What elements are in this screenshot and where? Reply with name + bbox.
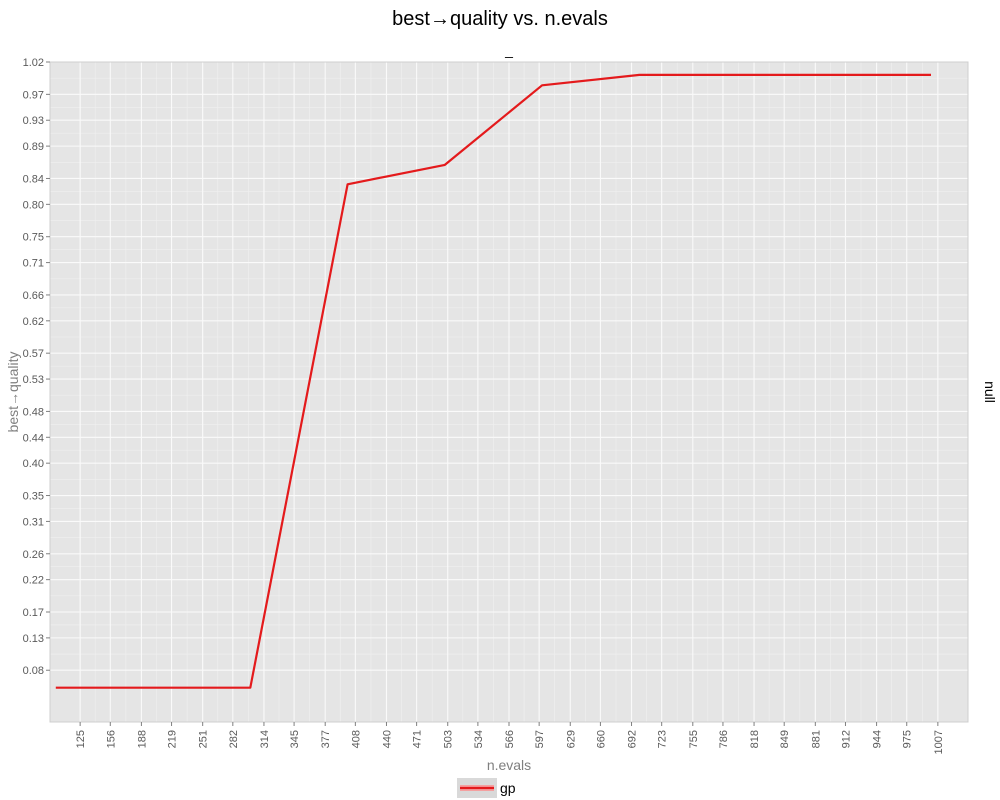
y-tick-label: 0.44 bbox=[23, 432, 44, 444]
x-tick-label: 282 bbox=[228, 730, 240, 748]
x-tick-label: 156 bbox=[105, 730, 117, 748]
x-tick-label: 975 bbox=[902, 730, 914, 748]
legend-label-gp: gp bbox=[500, 780, 516, 796]
x-tick-label: 723 bbox=[657, 730, 669, 748]
x-tick-label: 408 bbox=[350, 730, 362, 748]
legend: gp bbox=[457, 778, 516, 798]
x-axis-label: n.evals bbox=[487, 757, 531, 773]
grid-major bbox=[50, 61, 968, 722]
x-tick-label: 345 bbox=[289, 730, 301, 748]
x-tick-label: 471 bbox=[412, 730, 424, 748]
x-tick-label: 219 bbox=[167, 730, 179, 748]
y-tick-label: 0.89 bbox=[23, 141, 44, 153]
x-tick-label: 692 bbox=[627, 730, 639, 748]
y-tick-label: 0.26 bbox=[23, 549, 44, 561]
x-tick-label: 818 bbox=[749, 730, 761, 748]
x-tick-label: 881 bbox=[810, 730, 822, 748]
y-tick-label: 0.66 bbox=[23, 290, 44, 302]
y-tick-label: 0.84 bbox=[23, 173, 44, 185]
y-tick-label: 0.80 bbox=[23, 199, 44, 211]
x-tick-label: 125 bbox=[75, 730, 87, 748]
x-tick-label: 188 bbox=[136, 730, 148, 748]
y-tick-label: 0.13 bbox=[23, 633, 44, 645]
x-tick-label: 597 bbox=[534, 730, 546, 748]
y-axis: 0.08 0.13 0.17 0.22 0.26 0.31 0.35 0.40 0.44 0.48… bbox=[23, 57, 50, 677]
x-tick-label: 944 bbox=[872, 730, 884, 748]
x-tick-label: 440 bbox=[381, 730, 393, 748]
y-tick-label: 0.97 bbox=[23, 89, 44, 101]
y-tick-label: 1.02 bbox=[23, 57, 44, 69]
y-tick-label: 0.17 bbox=[23, 607, 44, 619]
y-tick-label: 0.75 bbox=[23, 232, 44, 244]
facet-strip-label: null bbox=[982, 381, 998, 403]
series-layer bbox=[55, 73, 931, 689]
x-tick-label: 314 bbox=[259, 730, 271, 748]
x-tick-label: 566 bbox=[504, 730, 516, 748]
y-tick-label: 0.31 bbox=[23, 516, 44, 528]
y-axis-label: best→quality bbox=[5, 352, 21, 433]
y-tick-label: 0.53 bbox=[23, 374, 44, 386]
chart-subtitle: _ bbox=[504, 42, 513, 58]
y-tick-label: 0.22 bbox=[23, 575, 44, 587]
x-tick-label: 912 bbox=[840, 730, 852, 748]
x-tick-label: 503 bbox=[443, 730, 455, 748]
x-tick-label: 786 bbox=[718, 730, 730, 748]
chart-title: best→quality vs. n.evals bbox=[392, 8, 608, 30]
x-tick-label: 660 bbox=[595, 730, 607, 748]
x-tick-label: 534 bbox=[473, 730, 485, 748]
y-tick-label: 0.40 bbox=[23, 458, 44, 470]
x-tick-label: 755 bbox=[688, 730, 700, 748]
y-tick-label: 0.93 bbox=[23, 115, 44, 127]
y-tick-label: 0.35 bbox=[23, 491, 44, 503]
x-axis: 125 156 188 219 251 282 314 345 377 408 440 471 503 5… bbox=[75, 722, 945, 754]
series-line-gp bbox=[55, 73, 931, 689]
x-tick-label: 377 bbox=[320, 730, 332, 748]
y-tick-label: 0.08 bbox=[23, 665, 44, 677]
y-tick-label: 0.48 bbox=[23, 406, 44, 418]
x-tick-label: 1007 bbox=[933, 730, 945, 754]
y-tick-label: 0.71 bbox=[23, 258, 44, 270]
y-tick-label: 0.62 bbox=[23, 316, 44, 328]
x-tick-label: 849 bbox=[779, 730, 791, 748]
y-tick-label: 0.57 bbox=[23, 348, 44, 360]
x-tick-label: 629 bbox=[565, 730, 577, 748]
x-tick-label: 251 bbox=[198, 730, 210, 748]
